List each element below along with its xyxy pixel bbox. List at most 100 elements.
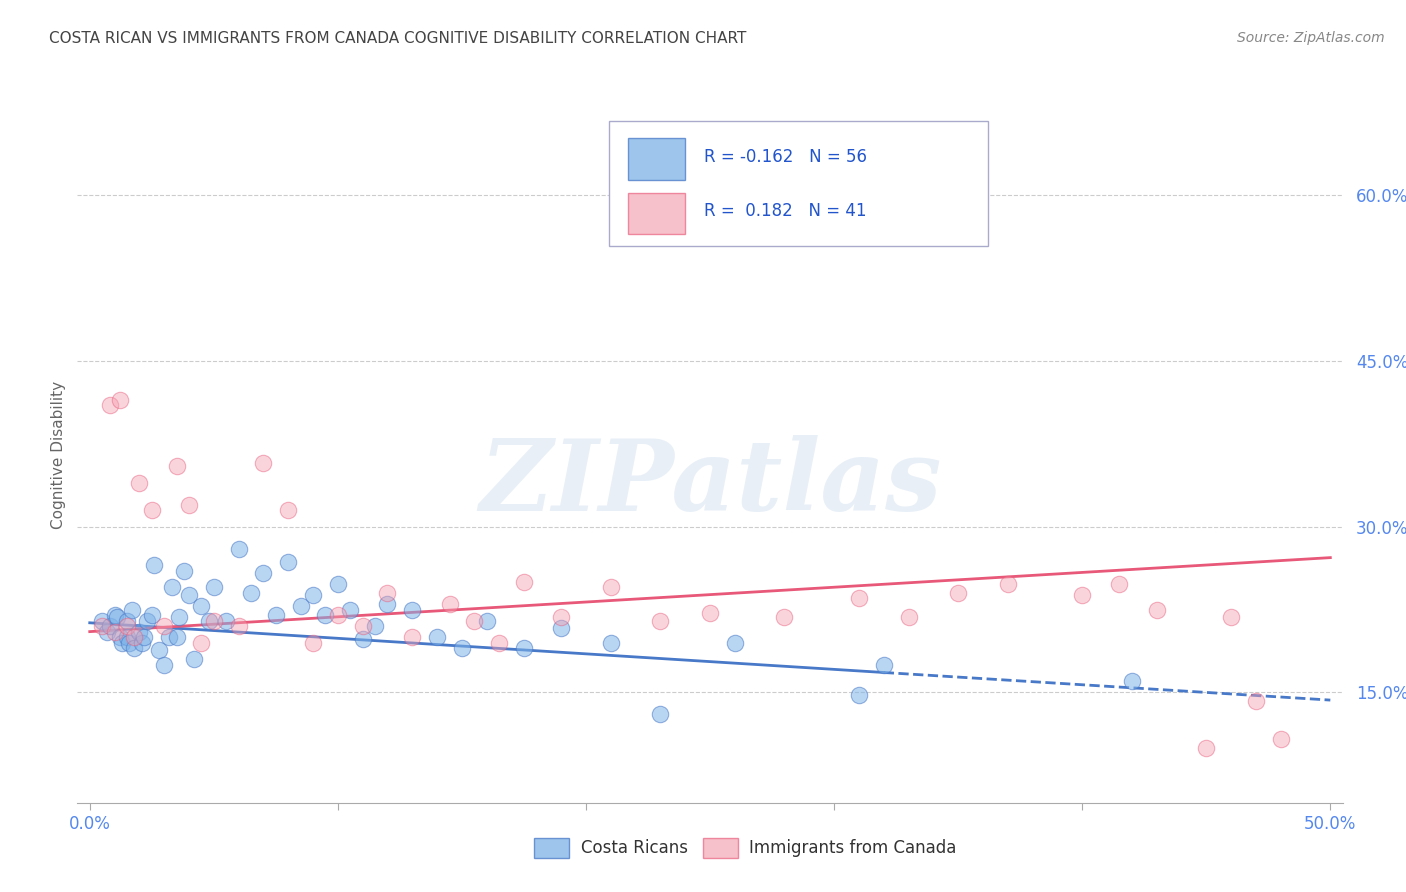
Point bbox=[252, 566, 274, 580]
Point bbox=[326, 577, 349, 591]
Point bbox=[157, 630, 180, 644]
Point bbox=[724, 635, 747, 649]
Point bbox=[173, 564, 195, 578]
Point bbox=[91, 619, 114, 633]
Point bbox=[599, 581, 621, 595]
Point bbox=[773, 610, 796, 624]
Point bbox=[326, 608, 349, 623]
Y-axis label: Cognitive Disability: Cognitive Disability bbox=[51, 381, 66, 529]
Point bbox=[302, 635, 325, 649]
Point bbox=[118, 635, 141, 649]
Point bbox=[183, 652, 205, 666]
Point bbox=[105, 610, 128, 624]
Point bbox=[148, 643, 170, 657]
Point bbox=[352, 632, 374, 647]
Point bbox=[290, 599, 312, 614]
Point bbox=[699, 606, 721, 620]
Point bbox=[439, 597, 461, 611]
Point bbox=[160, 581, 183, 595]
Point bbox=[131, 635, 153, 649]
Point bbox=[897, 610, 920, 624]
Point bbox=[946, 586, 969, 600]
Point bbox=[352, 619, 374, 633]
Point bbox=[111, 635, 134, 649]
Text: Source: ZipAtlas.com: Source: ZipAtlas.com bbox=[1237, 31, 1385, 45]
FancyBboxPatch shape bbox=[609, 121, 988, 246]
Point bbox=[513, 574, 536, 589]
Point bbox=[513, 641, 536, 656]
Point bbox=[550, 621, 572, 635]
Point bbox=[650, 707, 672, 722]
Point bbox=[108, 630, 131, 644]
Point bbox=[153, 657, 176, 672]
Text: R =  0.182   N = 41: R = 0.182 N = 41 bbox=[704, 202, 866, 220]
Point bbox=[134, 630, 156, 644]
Point bbox=[153, 619, 176, 633]
Point bbox=[177, 498, 200, 512]
Text: R = -0.162   N = 56: R = -0.162 N = 56 bbox=[704, 148, 866, 166]
Point bbox=[103, 624, 125, 639]
Point bbox=[141, 608, 163, 623]
Text: COSTA RICAN VS IMMIGRANTS FROM CANADA COGNITIVE DISABILITY CORRELATION CHART: COSTA RICAN VS IMMIGRANTS FROM CANADA CO… bbox=[49, 31, 747, 46]
Point bbox=[475, 614, 498, 628]
Point bbox=[1270, 731, 1292, 746]
Point bbox=[198, 614, 221, 628]
Point bbox=[108, 392, 131, 407]
Bar bbox=[628, 138, 685, 180]
Point bbox=[401, 630, 423, 644]
Point bbox=[128, 475, 150, 490]
Point bbox=[302, 588, 325, 602]
Point bbox=[277, 503, 299, 517]
Point bbox=[240, 586, 263, 600]
Point bbox=[1220, 610, 1243, 624]
Point bbox=[98, 619, 121, 633]
Point bbox=[124, 630, 146, 644]
Point bbox=[98, 398, 121, 412]
Point bbox=[141, 503, 163, 517]
Point bbox=[177, 588, 200, 602]
Point bbox=[128, 624, 150, 639]
Text: ZIPatlas: ZIPatlas bbox=[479, 434, 941, 531]
Point bbox=[463, 614, 485, 628]
Point bbox=[599, 635, 621, 649]
Point bbox=[252, 456, 274, 470]
Point bbox=[377, 586, 399, 600]
Point bbox=[91, 614, 114, 628]
Point bbox=[143, 558, 166, 573]
Point bbox=[202, 614, 225, 628]
Point bbox=[997, 577, 1019, 591]
Text: Immigrants from Canada: Immigrants from Canada bbox=[749, 839, 956, 857]
Point bbox=[202, 581, 225, 595]
Point bbox=[103, 608, 125, 623]
Bar bbox=[628, 193, 685, 235]
Point bbox=[115, 630, 138, 644]
Point bbox=[1195, 740, 1218, 755]
Point bbox=[166, 630, 188, 644]
Point bbox=[1071, 588, 1094, 602]
Point bbox=[848, 591, 870, 606]
Point bbox=[1108, 577, 1130, 591]
Point bbox=[215, 614, 238, 628]
Point bbox=[364, 619, 387, 633]
Text: Costa Ricans: Costa Ricans bbox=[581, 839, 688, 857]
Point bbox=[339, 602, 361, 616]
Point bbox=[124, 641, 146, 656]
Point bbox=[1244, 694, 1267, 708]
Point bbox=[166, 458, 188, 473]
Point bbox=[228, 619, 250, 633]
Point bbox=[550, 610, 572, 624]
Point bbox=[314, 608, 336, 623]
Point bbox=[488, 635, 510, 649]
Point bbox=[277, 555, 299, 569]
Point bbox=[377, 597, 399, 611]
Point bbox=[190, 599, 212, 614]
Point bbox=[873, 657, 896, 672]
Point bbox=[650, 614, 672, 628]
Point bbox=[1146, 602, 1168, 616]
Point bbox=[190, 635, 212, 649]
Point bbox=[96, 624, 118, 639]
Point bbox=[1121, 674, 1143, 689]
Point bbox=[264, 608, 287, 623]
Point bbox=[121, 602, 143, 616]
Point bbox=[135, 614, 157, 628]
